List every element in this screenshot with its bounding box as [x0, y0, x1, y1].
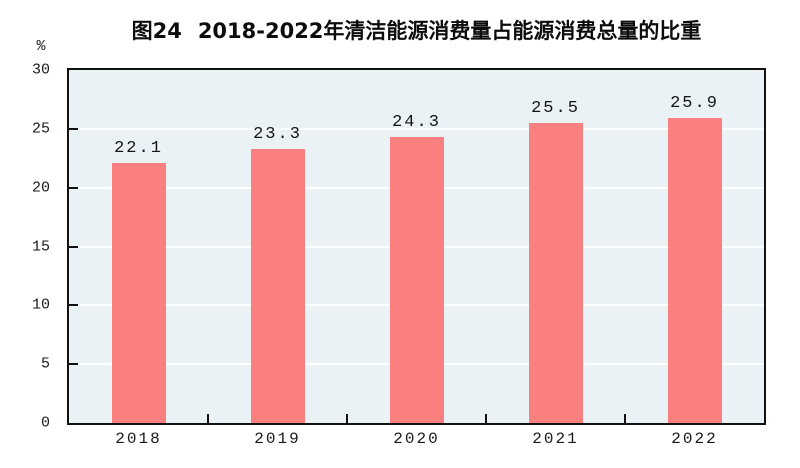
- y-tick-label: 0: [40, 414, 50, 432]
- chart-title: 图24 2018-2022年清洁能源消费量占能源消费总量的比重: [67, 15, 766, 45]
- chart-title-text: 2018-2022年清洁能源消费量占能源消费总量的比重: [197, 19, 702, 43]
- gridline: [69, 127, 764, 130]
- x-tick-label: 2021: [532, 430, 579, 448]
- bar: [667, 118, 722, 423]
- y-tick-label: 10: [31, 296, 50, 314]
- x-tick-label: 2022: [671, 430, 718, 448]
- y-axis-unit-label: %: [36, 38, 46, 55]
- bar-value-label: 25.9: [670, 94, 719, 114]
- x-tick-label: 2020: [393, 430, 440, 448]
- bar: [250, 148, 305, 423]
- x-axis-tick: [624, 414, 626, 423]
- x-axis-tick: [207, 414, 209, 423]
- y-tick-label: 20: [31, 179, 50, 197]
- y-axis-tick: [69, 245, 78, 248]
- y-axis: 0 5 10 15 20 25 30: [0, 62, 50, 432]
- bar-value-label: 25.5: [531, 98, 580, 118]
- bar: [389, 137, 444, 423]
- bar-value-label: 22.1: [114, 138, 163, 158]
- x-tick-label: 2018: [115, 430, 162, 448]
- y-tick-label: 30: [31, 61, 50, 79]
- chart-title-number: 图24: [131, 19, 182, 43]
- bar-value-label: 23.3: [253, 124, 302, 144]
- x-tick-label: 2019: [254, 430, 301, 448]
- y-tick-label: 15: [31, 238, 50, 255]
- x-axis-tick: [346, 414, 348, 423]
- x-axis: 2018 2019 2020 2021 2022: [69, 430, 764, 454]
- bar: [528, 122, 583, 423]
- y-axis-tick: [69, 186, 78, 189]
- y-tick-label: 5: [40, 355, 50, 373]
- y-axis-tick: [69, 127, 78, 130]
- y-tick-label: 25: [31, 120, 50, 138]
- plot-area: 22.1 23.3 24.3 25.5 25.9: [67, 68, 766, 425]
- y-axis-tick: [69, 304, 78, 307]
- bar-value-label: 24.3: [392, 113, 441, 133]
- y-axis-tick: [69, 363, 78, 366]
- x-axis-tick: [485, 414, 487, 423]
- bar: [111, 162, 166, 423]
